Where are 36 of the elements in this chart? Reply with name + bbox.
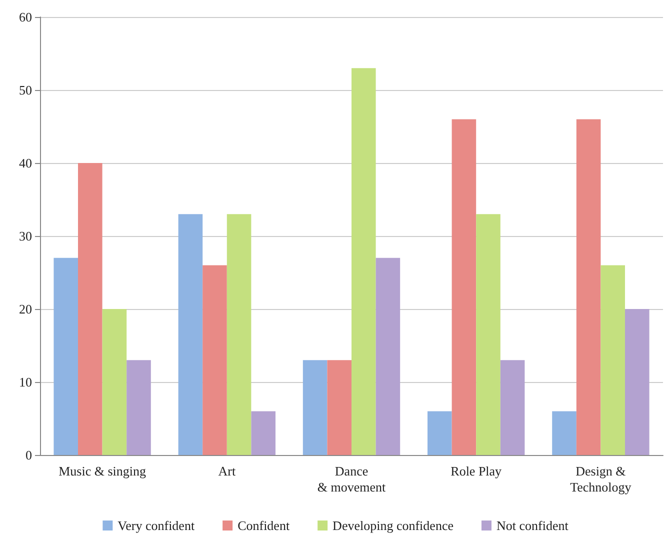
- legend-label: Very confident: [118, 518, 195, 533]
- y-tick-label: 30: [19, 228, 32, 244]
- y-tick-label: 50: [19, 82, 32, 98]
- y-tick-label: 10: [19, 374, 32, 390]
- bar: [600, 265, 625, 455]
- x-tick-label: Music & singing: [58, 464, 146, 478]
- x-tick-label: Dance & movement: [317, 464, 386, 494]
- y-tick-label: 20: [19, 302, 32, 316]
- bar: [226, 214, 252, 455]
- y-tick-label: 0: [26, 448, 32, 462]
- x-tick-label: Design & Technology: [570, 464, 632, 494]
- bar: [102, 309, 127, 455]
- bar: [327, 360, 352, 455]
- y-tick-label: 40: [19, 156, 32, 170]
- bar: [251, 411, 276, 455]
- x-tick-label: Art: [218, 464, 236, 478]
- bar: [178, 214, 203, 455]
- bar: [552, 411, 576, 455]
- bar: [54, 258, 78, 455]
- legend-label: Confident: [238, 518, 290, 533]
- bar: [428, 411, 452, 455]
- bar: [302, 360, 328, 455]
- bar: [202, 265, 227, 455]
- bar: [576, 119, 601, 455]
- bar: [376, 258, 400, 455]
- bar: [624, 309, 650, 455]
- x-tick-label: Role Play: [450, 464, 502, 478]
- y-tick-label: 60: [19, 10, 32, 24]
- bar: [78, 163, 102, 455]
- bar: [126, 360, 151, 455]
- bar: [476, 214, 500, 455]
- bar: [452, 119, 476, 455]
- legend-label: Developing confidence: [332, 518, 454, 533]
- bar: [352, 68, 376, 455]
- legend-label: Not confident: [496, 518, 569, 533]
- bar: [500, 360, 525, 455]
